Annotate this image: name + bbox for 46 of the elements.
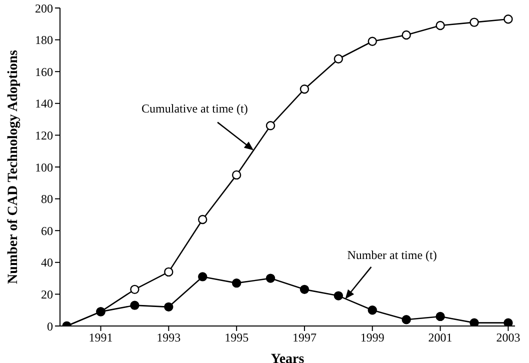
y-tick-label: 200 bbox=[35, 1, 53, 16]
point bbox=[232, 170, 242, 180]
point bbox=[300, 84, 310, 94]
y-tick-label: 0 bbox=[47, 319, 53, 334]
point bbox=[300, 284, 310, 294]
x-tick-label: 1997 bbox=[292, 330, 316, 345]
point bbox=[368, 36, 377, 46]
point bbox=[198, 214, 208, 224]
point bbox=[164, 267, 174, 277]
x-tick-label: 1991 bbox=[88, 330, 113, 345]
point bbox=[334, 291, 344, 300]
point bbox=[504, 14, 513, 24]
y-tick-label: 100 bbox=[35, 160, 53, 174]
x-tick-label: 1993 bbox=[156, 330, 181, 345]
x-tick-label: 1999 bbox=[360, 330, 384, 345]
point bbox=[470, 318, 479, 326]
y-tick-label: 120 bbox=[35, 128, 53, 142]
y-tick-label: 40 bbox=[41, 256, 53, 270]
x-tick-label: 2001 bbox=[428, 330, 452, 345]
annotation: Cumulative at time (t) bbox=[142, 101, 248, 116]
point bbox=[334, 54, 344, 64]
y-tick-label: 80 bbox=[41, 192, 53, 206]
point bbox=[266, 274, 276, 283]
point bbox=[232, 278, 242, 288]
point bbox=[436, 20, 445, 30]
point bbox=[470, 18, 479, 27]
y-tick-label: 20 bbox=[41, 287, 53, 302]
point bbox=[164, 302, 174, 312]
x-axis-title: Years bbox=[270, 352, 305, 363]
point bbox=[436, 312, 445, 322]
y-tick-label: 160 bbox=[35, 64, 53, 79]
annotation: Number at time (t) bbox=[347, 248, 437, 262]
point bbox=[266, 121, 276, 130]
point bbox=[130, 284, 140, 294]
point bbox=[198, 272, 208, 282]
x-tick-label: 2003 bbox=[496, 330, 520, 345]
y-tick-label: 140 bbox=[35, 96, 53, 111]
point bbox=[402, 315, 411, 324]
y-tick-label: 60 bbox=[41, 224, 53, 238]
y-axis-title: Number of CAD Technology Adoptions bbox=[6, 50, 22, 284]
point bbox=[130, 300, 140, 310]
point bbox=[504, 318, 513, 326]
point bbox=[368, 306, 377, 315]
point bbox=[402, 30, 411, 40]
y-tick-label: 180 bbox=[35, 33, 53, 48]
x-tick-label: 1995 bbox=[224, 330, 249, 345]
